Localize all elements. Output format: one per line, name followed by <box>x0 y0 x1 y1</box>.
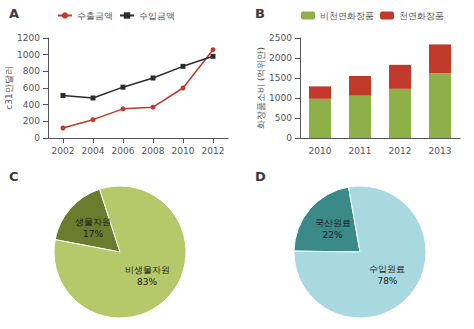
svg-text:B: B <box>255 6 265 21</box>
svg-text:600: 600 <box>23 83 40 93</box>
svg-text:A: A <box>9 6 19 21</box>
svg-text:국산원료: 국산원료 <box>315 218 351 228</box>
svg-text:천연화장품: 천연화장품 <box>399 11 444 21</box>
svg-text:화장품소비 (억위안): 화장품소비 (억위안) <box>256 47 266 129</box>
svg-text:800: 800 <box>23 66 40 76</box>
svg-text:0: 0 <box>286 133 292 143</box>
svg-text:2008: 2008 <box>142 146 165 156</box>
svg-text:17%: 17% <box>83 229 103 239</box>
svg-text:2010: 2010 <box>172 146 195 156</box>
svg-text:생물자원: 생물자원 <box>75 217 111 227</box>
svg-text:2000: 2000 <box>269 53 292 63</box>
svg-text:C: C <box>9 169 19 184</box>
svg-text:D: D <box>255 169 266 184</box>
svg-text:2500: 2500 <box>269 33 292 43</box>
svg-text:2002: 2002 <box>52 146 75 156</box>
svg-text:200: 200 <box>23 116 40 126</box>
svg-text:78%: 78% <box>377 276 397 286</box>
svg-text:2012: 2012 <box>202 146 225 156</box>
svg-text:2010: 2010 <box>309 146 332 156</box>
svg-text:1000: 1000 <box>17 50 40 60</box>
svg-text:400: 400 <box>23 100 40 110</box>
svg-text:2011: 2011 <box>349 146 372 156</box>
svg-text:500: 500 <box>275 113 292 123</box>
svg-text:비천연화장품: 비천연화장품 <box>320 11 374 21</box>
svg-text:c31만달러: c31만달러 <box>4 66 14 109</box>
svg-text:83%: 83% <box>137 277 157 287</box>
svg-text:수출금액: 수출금액 <box>77 11 113 21</box>
svg-text:2006: 2006 <box>112 146 135 156</box>
svg-text:비생물자원: 비생물자원 <box>125 265 170 275</box>
svg-text:2013: 2013 <box>429 146 452 156</box>
svg-text:수입원료: 수입원료 <box>369 264 405 274</box>
svg-text:1200: 1200 <box>17 33 40 43</box>
svg-text:0: 0 <box>34 133 40 143</box>
svg-text:2004: 2004 <box>82 146 105 156</box>
svg-text:22%: 22% <box>323 230 343 240</box>
svg-text:수입금액: 수입금액 <box>139 11 175 21</box>
svg-text:1000: 1000 <box>269 93 292 103</box>
svg-text:1500: 1500 <box>269 73 292 83</box>
svg-text:2012: 2012 <box>389 146 412 156</box>
